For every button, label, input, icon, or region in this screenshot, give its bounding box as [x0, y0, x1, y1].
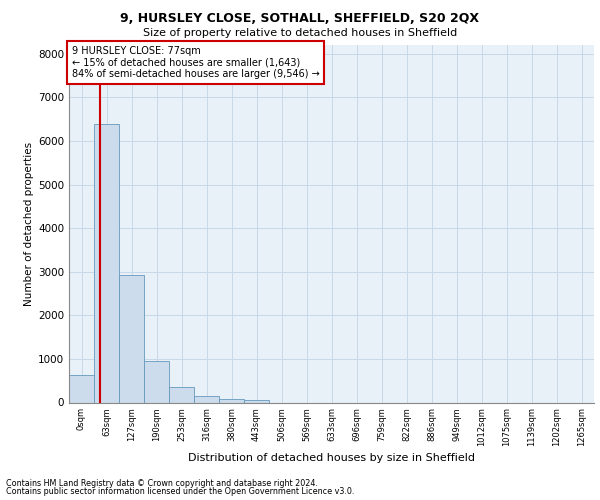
Bar	[94, 124, 119, 402]
Text: Contains HM Land Registry data © Crown copyright and database right 2024.: Contains HM Land Registry data © Crown c…	[6, 478, 318, 488]
Bar	[169, 387, 194, 402]
Text: Contains public sector information licensed under the Open Government Licence v3: Contains public sector information licen…	[6, 487, 355, 496]
Bar	[244, 400, 269, 402]
Text: Size of property relative to detached houses in Sheffield: Size of property relative to detached ho…	[143, 28, 457, 38]
X-axis label: Distribution of detached houses by size in Sheffield: Distribution of detached houses by size …	[188, 454, 475, 464]
Bar	[219, 400, 244, 402]
Bar	[69, 376, 94, 402]
Text: 9 HURSLEY CLOSE: 77sqm
← 15% of detached houses are smaller (1,643)
84% of semi-: 9 HURSLEY CLOSE: 77sqm ← 15% of detached…	[71, 46, 319, 79]
Bar	[144, 360, 169, 403]
Y-axis label: Number of detached properties: Number of detached properties	[24, 142, 34, 306]
Bar	[194, 396, 219, 402]
Bar	[119, 275, 144, 402]
Text: 9, HURSLEY CLOSE, SOTHALL, SHEFFIELD, S20 2QX: 9, HURSLEY CLOSE, SOTHALL, SHEFFIELD, S2…	[121, 12, 479, 26]
